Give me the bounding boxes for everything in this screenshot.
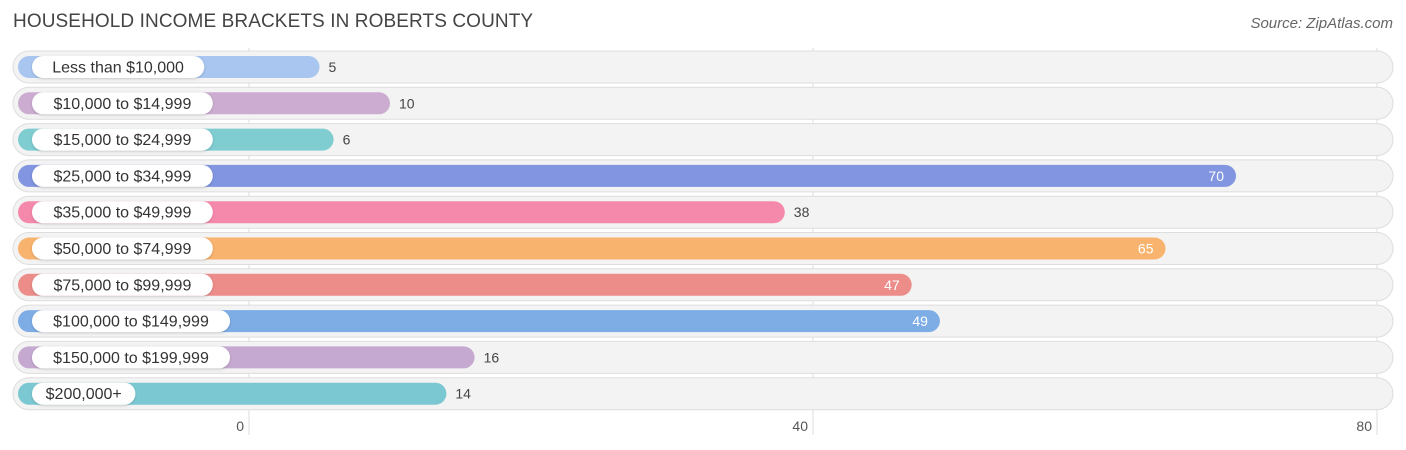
category-label: $200,000+	[46, 386, 122, 403]
x-axis: 0 40 80	[236, 418, 1372, 434]
category-label-pill	[32, 56, 205, 78]
category-label-pill	[32, 164, 213, 187]
category-label: $50,000 to $74,999	[53, 241, 191, 258]
bar	[18, 237, 1166, 260]
bar	[18, 310, 940, 333]
category-label: Less than $10,000	[52, 60, 184, 77]
bar-track	[12, 123, 1394, 157]
x-tick-label: 40	[792, 418, 808, 434]
category-label: $10,000 to $14,999	[53, 96, 191, 113]
value-label: 65	[1138, 241, 1154, 257]
value-label: 49	[912, 313, 928, 329]
category-label-pill	[32, 237, 213, 260]
bar-row: $25,000 to $34,999 70	[12, 159, 1394, 193]
value-label: 38	[794, 204, 810, 220]
category-label-pill	[32, 382, 136, 405]
category-label: $75,000 to $99,999	[53, 277, 191, 294]
bar-row: $50,000 to $74,999 65	[12, 232, 1394, 265]
bar-row: $35,000 to $49,999 38	[12, 195, 1394, 229]
source-label: Source: ZipAtlas.com	[1250, 15, 1393, 32]
bar-row: Less than $10,000 5	[12, 50, 1394, 84]
bar	[18, 164, 1236, 187]
bar-row: $100,000 to $149,999 49	[12, 304, 1394, 338]
value-label: 10	[399, 95, 415, 111]
category-label: $150,000 to $199,999	[53, 350, 209, 367]
category-label-pill	[32, 310, 230, 333]
bar-row: $200,000+ 14	[12, 377, 1394, 411]
chart-title: HOUSEHOLD INCOME BRACKETS IN ROBERTS COU…	[13, 11, 534, 32]
bar-row: $75,000 to $99,999 47	[12, 268, 1394, 302]
value-label: 5	[329, 59, 337, 75]
bar-rows: Less than $10,000 5$10,000 to $14,999 10$1…	[12, 50, 1394, 411]
category-label-pill	[32, 201, 213, 224]
category-label: $35,000 to $49,999	[53, 205, 191, 222]
category-label: $15,000 to $24,999	[53, 132, 191, 149]
value-label: 70	[1208, 168, 1224, 184]
x-tick-label: 80	[1356, 418, 1372, 434]
x-tick-label: 0	[236, 418, 244, 434]
value-label: 16	[484, 349, 500, 365]
value-label: 14	[455, 386, 471, 402]
category-label-pill	[32, 92, 213, 115]
bar	[18, 273, 912, 296]
value-label: 47	[884, 277, 900, 293]
value-label: 6	[343, 132, 351, 148]
category-label-pill	[32, 128, 213, 151]
bar-row: $150,000 to $199,999 16	[12, 340, 1394, 374]
bar-row: $10,000 to $14,999 10	[12, 86, 1394, 120]
category-label: $25,000 to $34,999	[53, 168, 191, 185]
category-label-pill	[32, 273, 213, 296]
category-label-pill	[32, 346, 230, 369]
bar-row: $15,000 to $24,999 6	[12, 123, 1394, 157]
bar-track	[12, 50, 1394, 84]
category-label: $100,000 to $149,999	[53, 314, 209, 331]
